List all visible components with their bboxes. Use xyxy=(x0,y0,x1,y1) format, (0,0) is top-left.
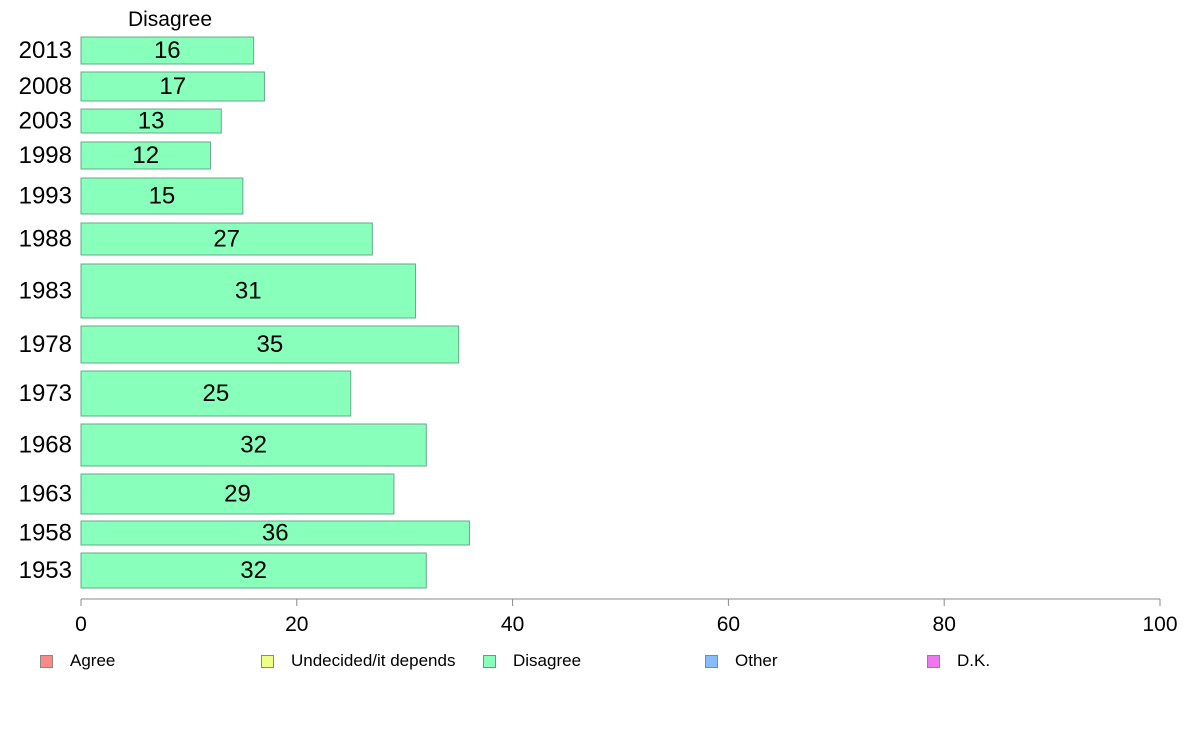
y-tick-label: 1988 xyxy=(19,226,72,253)
data-label: 36 xyxy=(262,520,289,547)
y-tick-label: 1953 xyxy=(19,557,72,584)
legend-label-disagree: Disagree xyxy=(513,651,582,670)
legend-label-undecided: Undecided/it depends xyxy=(291,651,456,670)
legend-swatch-agree xyxy=(40,654,53,668)
bar xyxy=(80,520,470,546)
legend-item-other: Other xyxy=(705,651,778,671)
y-tick-label: 1998 xyxy=(19,142,72,169)
legend-item-undecided: Undecided/it depends xyxy=(261,651,455,671)
data-label: 31 xyxy=(235,278,262,305)
y-tick-label: 1958 xyxy=(19,520,72,547)
legend-label-other: Other xyxy=(735,651,778,670)
bar xyxy=(80,71,265,102)
data-label: 32 xyxy=(240,432,267,459)
x-tick-label: 20 xyxy=(285,613,308,636)
data-label: 35 xyxy=(256,331,283,358)
legend-swatch-disagree xyxy=(483,654,496,668)
legend-item-agree: Agree xyxy=(40,651,115,671)
y-tick-label: 1993 xyxy=(19,183,72,210)
bar xyxy=(80,325,460,364)
data-label: 15 xyxy=(149,183,176,210)
data-label: 16 xyxy=(154,37,181,64)
legend-label-dk: D.K. xyxy=(957,651,991,670)
x-axis-ticks: 0 20 40 60 80 100 xyxy=(75,599,1178,636)
y-tick-label: 2008 xyxy=(19,73,72,100)
x-tick-label: 80 xyxy=(933,613,956,636)
data-label: 27 xyxy=(213,226,240,253)
legend-swatch-dk xyxy=(927,654,940,668)
y-tick-label: 2013 xyxy=(19,37,72,64)
bar-chart: Disagree 2013 16 2008 17 2003 13 1998 12 1993 15 1… xyxy=(19,8,1178,636)
y-tick-label: 1983 xyxy=(19,278,72,305)
bar xyxy=(80,423,427,467)
y-tick-label: 1963 xyxy=(19,481,72,508)
data-label: 17 xyxy=(159,73,186,100)
legend: Agree Undecided/it depends Disagree Othe… xyxy=(0,651,1188,675)
bar xyxy=(80,370,352,417)
bar xyxy=(80,177,244,215)
y-tick-label: 2003 xyxy=(19,108,72,135)
x-tick-label: 0 xyxy=(75,613,87,636)
x-tick-label: 100 xyxy=(1142,613,1177,636)
legend-item-dk: D.K. xyxy=(927,651,990,671)
bar xyxy=(80,108,222,134)
data-label: 25 xyxy=(203,380,230,407)
bar xyxy=(80,473,395,515)
bar xyxy=(80,552,427,589)
y-tick-label: 1973 xyxy=(19,380,72,407)
x-tick-label: 60 xyxy=(717,613,740,636)
legend-swatch-other xyxy=(705,654,718,668)
data-label: 32 xyxy=(240,557,267,584)
data-label: 29 xyxy=(224,481,251,508)
y-tick-label: 1978 xyxy=(19,331,72,358)
bars-group: 2013 16 2008 17 2003 13 1998 12 1993 15 1988 27 1983… xyxy=(19,36,470,589)
legend-item-disagree: Disagree xyxy=(483,651,581,671)
bar xyxy=(80,263,416,319)
x-tick-label: 40 xyxy=(501,613,524,636)
bar xyxy=(80,222,373,256)
y-tick-label: 1968 xyxy=(19,432,72,459)
panel-title: Disagree xyxy=(128,8,212,31)
data-label: 13 xyxy=(138,108,165,135)
bar xyxy=(80,141,211,170)
legend-label-agree: Agree xyxy=(70,651,116,670)
bar xyxy=(80,36,255,65)
data-label: 12 xyxy=(132,142,159,169)
legend-swatch-undecided xyxy=(261,654,274,668)
